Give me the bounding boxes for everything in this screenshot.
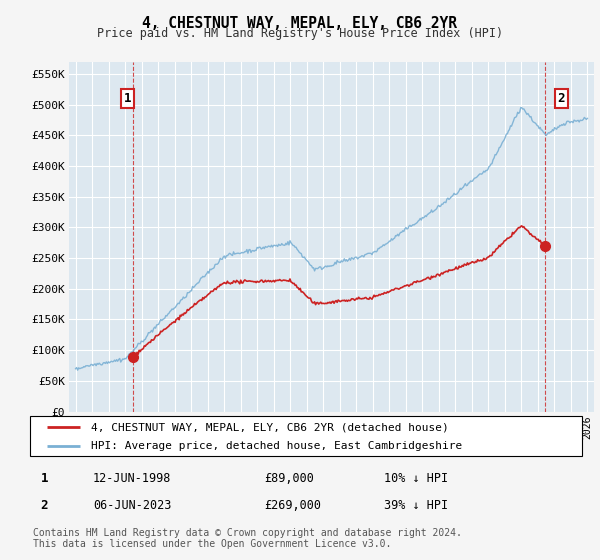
- FancyBboxPatch shape: [30, 416, 582, 456]
- Text: 2: 2: [41, 498, 48, 512]
- Text: 06-JUN-2023: 06-JUN-2023: [93, 498, 172, 512]
- Text: 2: 2: [558, 92, 565, 105]
- Text: 1: 1: [41, 472, 48, 486]
- Text: Contains HM Land Registry data © Crown copyright and database right 2024.
This d: Contains HM Land Registry data © Crown c…: [33, 528, 462, 549]
- Text: 4, CHESTNUT WAY, MEPAL, ELY, CB6 2YR: 4, CHESTNUT WAY, MEPAL, ELY, CB6 2YR: [143, 16, 458, 31]
- Text: Price paid vs. HM Land Registry's House Price Index (HPI): Price paid vs. HM Land Registry's House …: [97, 27, 503, 40]
- Text: 10% ↓ HPI: 10% ↓ HPI: [384, 472, 448, 486]
- Text: 1: 1: [124, 92, 131, 105]
- Text: 39% ↓ HPI: 39% ↓ HPI: [384, 498, 448, 512]
- Text: 12-JUN-1998: 12-JUN-1998: [93, 472, 172, 486]
- Text: HPI: Average price, detached house, East Cambridgeshire: HPI: Average price, detached house, East…: [91, 441, 462, 451]
- Text: 4, CHESTNUT WAY, MEPAL, ELY, CB6 2YR (detached house): 4, CHESTNUT WAY, MEPAL, ELY, CB6 2YR (de…: [91, 422, 448, 432]
- Text: £89,000: £89,000: [264, 472, 314, 486]
- Text: £269,000: £269,000: [264, 498, 321, 512]
